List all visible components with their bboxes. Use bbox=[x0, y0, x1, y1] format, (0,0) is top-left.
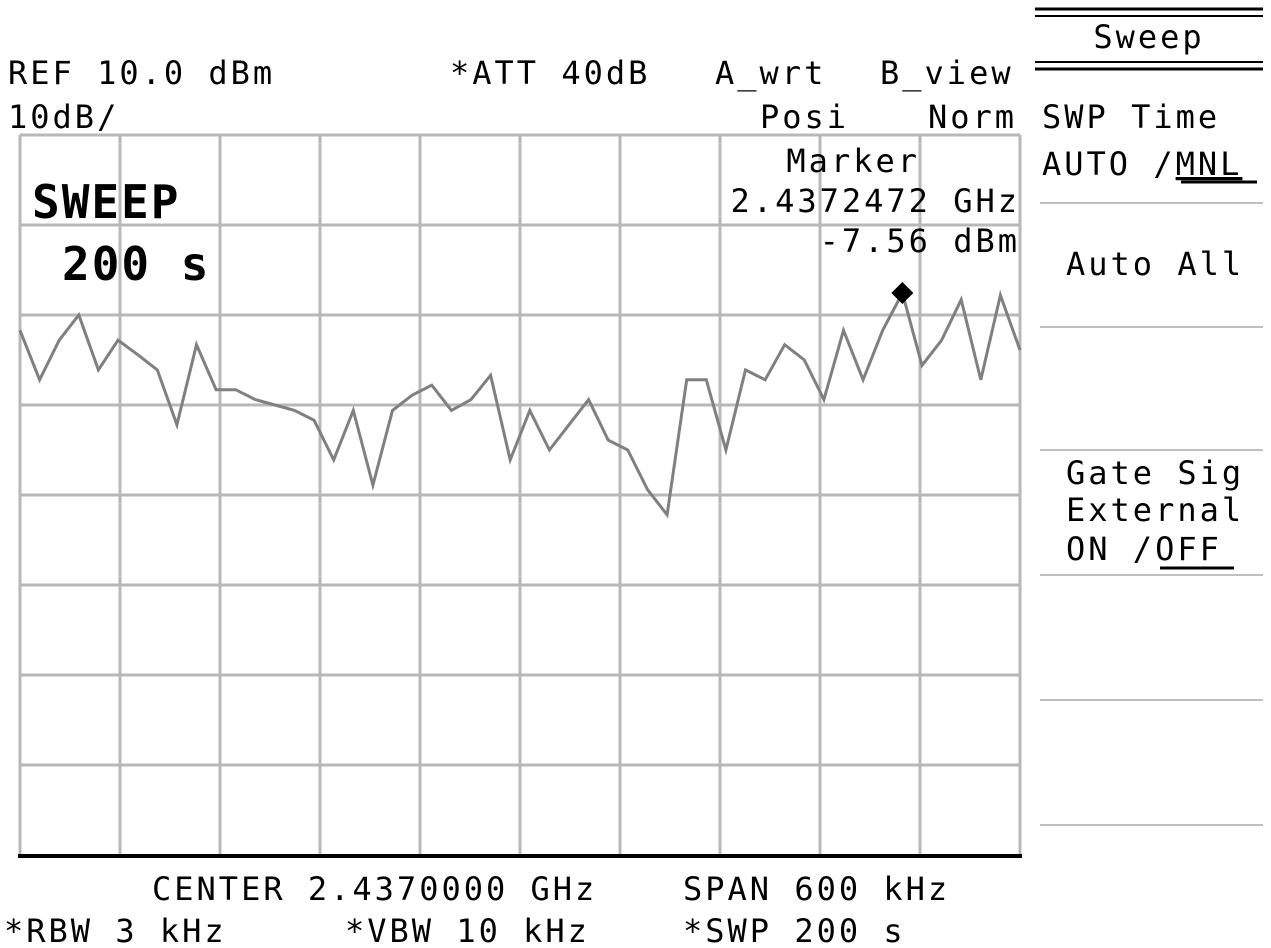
softkey-options[interactable]: ON /OFF bbox=[1066, 530, 1222, 568]
softkey-gate[interactable]: Gate Sig External ON /OFF bbox=[1066, 454, 1244, 570]
menu-panel: Sweep SWP Time AUTO /MNL Auto All Gate S… bbox=[1035, 7, 1263, 826]
ref-level: REF 10.0 dBm bbox=[8, 54, 275, 92]
marker-diamond bbox=[891, 282, 914, 305]
marker-level: -7.56 dBm bbox=[820, 222, 1020, 260]
option-selected[interactable]: MNL bbox=[1176, 145, 1243, 183]
trace-b-mode: B_view bbox=[880, 54, 1014, 92]
scale: 10dB/ bbox=[8, 98, 119, 136]
detector-a: Posi bbox=[760, 98, 849, 136]
option-selected[interactable]: OFF bbox=[1155, 530, 1222, 568]
sweep-time: *SWP 200 s bbox=[683, 912, 906, 948]
graticule bbox=[18, 133, 1022, 858]
menu-title: Sweep bbox=[1093, 18, 1204, 56]
sweep-value: 200 s bbox=[62, 237, 210, 291]
vbw: *VBW 10 kHz bbox=[345, 912, 590, 948]
softkey-label[interactable]: External bbox=[1066, 491, 1244, 529]
softkey-auto-all[interactable]: Auto All bbox=[1066, 245, 1244, 283]
span: SPAN 600 kHz bbox=[683, 870, 950, 908]
softkey-label[interactable]: Auto All bbox=[1066, 245, 1244, 283]
detector-b: Norm bbox=[928, 98, 1017, 136]
marker-title: Marker bbox=[786, 142, 920, 180]
softkey-label[interactable]: SWP Time bbox=[1042, 98, 1220, 136]
center-frequency: CENTER 2.4370000 GHz bbox=[152, 870, 597, 908]
rbw: *RBW 3 kHz bbox=[4, 912, 227, 948]
softkey-options[interactable]: AUTO /MNL bbox=[1042, 145, 1242, 183]
sweep-title: SWEEP bbox=[32, 175, 180, 229]
option[interactable]: AUTO / bbox=[1042, 145, 1176, 183]
option[interactable]: ON / bbox=[1066, 530, 1155, 568]
trace bbox=[18, 288, 1022, 519]
trace-a-mode: A_wrt bbox=[715, 54, 826, 92]
softkey-label[interactable]: Gate Sig bbox=[1066, 454, 1244, 492]
attenuation: *ATT 40dB bbox=[450, 54, 650, 92]
marker-frequency: 2.4372472 GHz bbox=[731, 182, 1020, 220]
softkey-swp-time[interactable]: SWP Time AUTO /MNL bbox=[1042, 98, 1257, 184]
